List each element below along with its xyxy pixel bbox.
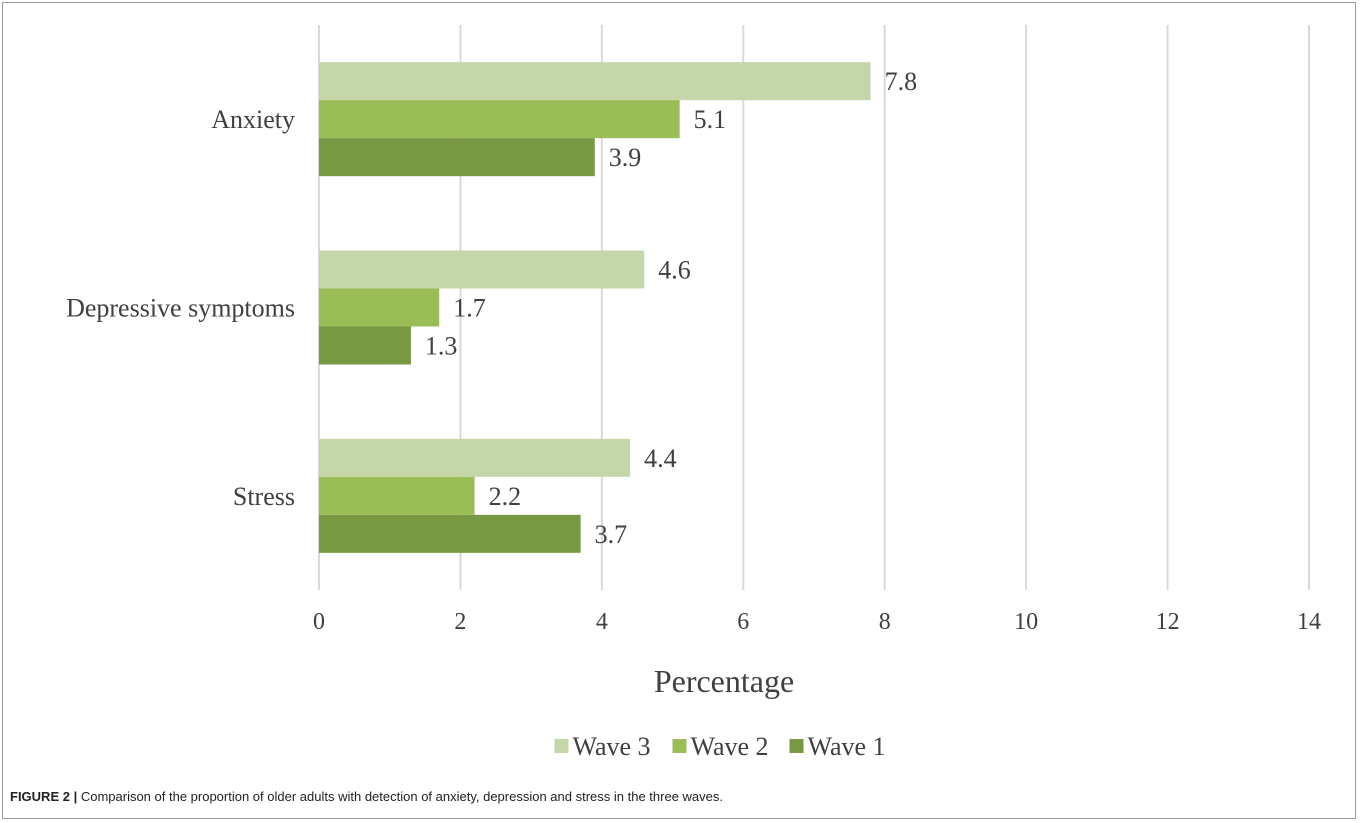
data-label-stress-wave-1: 3.7 (595, 520, 628, 549)
bar-stress-wave-3 (319, 438, 631, 477)
bar-anxiety-wave-3 (319, 62, 871, 101)
bar-anxiety-wave-2 (319, 100, 680, 139)
x-tick-label-12: 12 (1156, 609, 1180, 635)
category-label-stress: Stress (233, 482, 295, 511)
bars: 7.8 5.1 3.9 4.6 1.7 1.3 4.4 2.2 3.7 (319, 62, 917, 553)
data-label-anxiety-wave-2: 5.1 (694, 105, 727, 134)
x-tick-label-0: 0 (313, 609, 325, 635)
x-tick-label-10: 10 (1014, 609, 1038, 635)
legend-label-wave-2: Wave 2 (691, 732, 769, 761)
bar-chart: 7.8 5.1 3.9 4.6 1.7 1.3 4.4 2.2 3.7 Anxiety Depre… (66, 25, 1321, 761)
x-tick-label-14: 14 (1297, 609, 1321, 635)
bar-depressive-symptoms-wave-3 (319, 250, 645, 289)
legend-label-wave-1: Wave 1 (808, 732, 886, 761)
data-label-depressive-symptoms-wave-1: 1.3 (425, 332, 458, 361)
data-label-depressive-symptoms-wave-2: 1.7 (453, 294, 486, 323)
x-tick-labels: 0 2 4 6 8 10 12 14 (313, 609, 1321, 635)
bar-anxiety-wave-1 (319, 138, 595, 177)
x-tick-label-2: 2 (454, 609, 466, 635)
data-label-stress-wave-3: 4.4 (644, 444, 677, 473)
figure-caption: FIGURE 2 | Comparison of the proportion … (10, 789, 1350, 804)
category-labels: Anxiety Depressive symptoms Stress (66, 105, 295, 511)
data-label-stress-wave-2: 2.2 (489, 482, 521, 511)
x-tick-label-4: 4 (596, 609, 608, 635)
legend-label-wave-3: Wave 3 (573, 732, 651, 761)
bar-stress-wave-1 (319, 514, 581, 553)
x-axis-title: Percentage (654, 663, 794, 699)
bar-stress-wave-2 (319, 476, 475, 515)
bar-depressive-symptoms-wave-1 (319, 326, 411, 365)
caption-label: FIGURE 2 | (10, 789, 78, 804)
caption-text: Comparison of the proportion of older ad… (80, 789, 724, 804)
legend-swatch-wave-3 (554, 739, 569, 753)
category-label-anxiety: Anxiety (211, 105, 295, 134)
legend-swatch-wave-2 (672, 739, 687, 753)
category-label-depressive-symptoms: Depressive symptoms (66, 294, 295, 323)
data-label-anxiety-wave-1: 3.9 (609, 143, 642, 172)
x-tick-label-6: 6 (737, 609, 749, 635)
data-label-depressive-symptoms-wave-3: 4.6 (658, 256, 691, 285)
bar-depressive-symptoms-wave-2 (319, 288, 440, 327)
legend: Wave 3 Wave 2 Wave 1 (554, 732, 886, 761)
x-tick-label-8: 8 (879, 609, 891, 635)
data-label-anxiety-wave-3: 7.8 (885, 67, 918, 96)
legend-swatch-wave-1 (789, 739, 804, 753)
